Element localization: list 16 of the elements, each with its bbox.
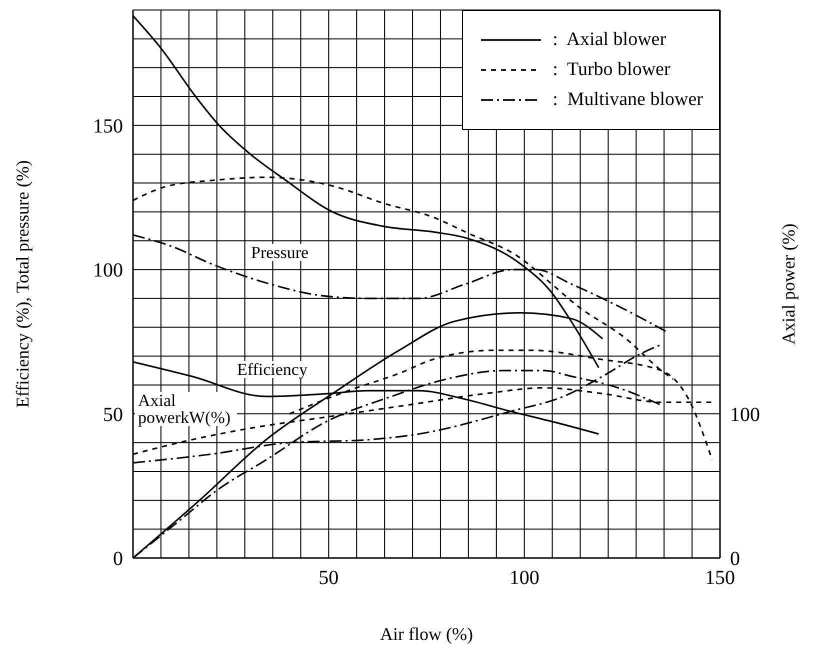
legend-label: : Turbo blower — [552, 59, 670, 81]
legend-label: : Axial blower — [552, 29, 666, 51]
y-tick-label: 150 — [93, 115, 123, 138]
y2-axis-title: Axial power (%) — [778, 224, 798, 344]
annotation: Axial powerkW(%) — [135, 391, 237, 427]
y-tick-label: 50 — [103, 404, 123, 426]
y2-tick-label: 100 — [730, 404, 760, 426]
annotation: Pressure — [248, 243, 312, 262]
y-tick-label: 0 — [113, 548, 123, 570]
legend-label: : Multivane blower — [552, 89, 703, 111]
y-axis-title: Efficiency (%), Total pressure (%) — [12, 160, 32, 408]
x-axis-title: Air flow (%) — [380, 624, 473, 644]
y-tick-label: 100 — [93, 260, 123, 282]
x-tick-label: 100 — [509, 567, 540, 590]
x-tick-label: 50 — [318, 567, 339, 590]
annotation: Efficiency — [234, 360, 310, 379]
